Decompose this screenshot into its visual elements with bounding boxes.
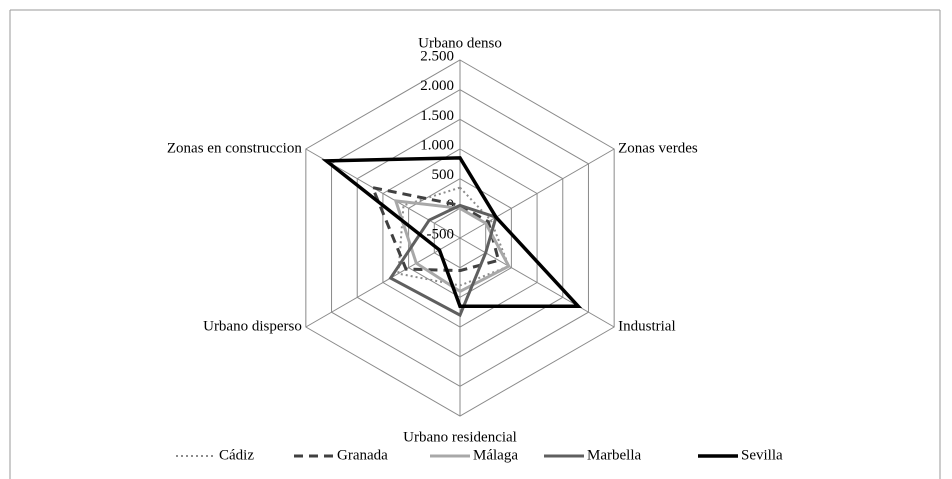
series-line — [397, 186, 511, 287]
category-label: Urbano denso — [418, 35, 502, 51]
category-label: Zonas verdes — [618, 140, 698, 156]
tick-label: 1.500 — [420, 108, 454, 124]
legend-label: Sevilla — [741, 447, 783, 463]
spoke — [305, 237, 461, 328]
frame — [9, 9, 941, 479]
tick-label: 2.000 — [420, 78, 454, 94]
legend-label: Marbella — [587, 447, 641, 463]
legend-label: Málaga — [473, 447, 518, 463]
series-line — [321, 156, 583, 308]
series-line — [370, 185, 501, 273]
legend-label: Cádiz — [219, 447, 254, 463]
tick-label: 500 — [432, 167, 455, 183]
category-label: Urbano residencial — [403, 429, 517, 445]
tick-label: 2.500 — [420, 48, 454, 64]
legend-label: Granada — [337, 447, 388, 463]
tick-label: 1.000 — [420, 137, 454, 153]
tick-label: -500 — [427, 226, 455, 242]
series-line — [393, 199, 511, 294]
category-label: Urbano disperso — [203, 318, 302, 334]
category-label: Industrial — [618, 318, 676, 334]
category-label: Zonas en construccion — [167, 140, 302, 156]
